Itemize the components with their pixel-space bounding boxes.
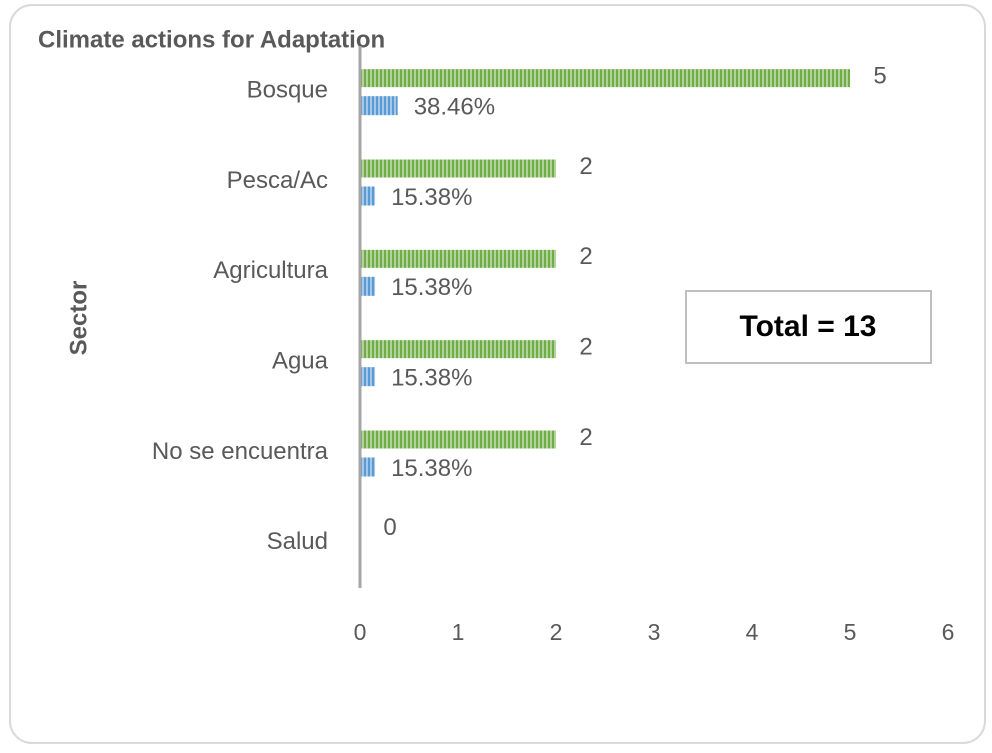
value-label: 15.38% [391,455,472,482]
value-label: 2 [579,334,592,361]
annotation-box [685,290,932,364]
value-label: 15.38% [391,365,472,392]
value-label: 15.38% [391,184,472,211]
x-tick-label: 5 [844,619,857,645]
bar [360,69,850,88]
bar [360,457,376,477]
bar [360,96,398,116]
bar [360,367,376,387]
value-label: 2 [579,153,592,180]
chart-border [9,4,986,744]
y-tick-label: No se encuentra [152,438,329,465]
bar [360,249,556,268]
x-tick-label: 4 [746,619,759,645]
x-tick-label: 0 [354,619,367,645]
y-tick-label: Agua [272,348,329,375]
y-axis-label: Sector [65,281,92,356]
bar [360,159,556,178]
y-tick-label: Salud [267,528,328,555]
y-tick-label: Pesca/Ac [227,167,328,194]
bar [360,430,556,449]
x-tick-label: 2 [550,619,563,645]
value-label: 5 [873,63,886,90]
bar [360,186,376,206]
x-tick-label: 1 [452,619,465,645]
value-label: 38.46% [414,94,495,121]
value-label: 2 [579,243,592,270]
chart-title: Climate actions for Adaptation [38,26,385,53]
value-label: 15.38% [391,274,472,301]
bar [360,276,376,296]
y-tick-label: Bosque [247,77,328,104]
x-tick-label: 6 [942,619,955,645]
value-label: 0 [383,514,396,541]
x-tick-label: 3 [648,619,661,645]
annotation: Total = 13 [740,310,877,343]
bar [360,340,556,359]
value-label: 2 [579,424,592,451]
y-tick-label: Agricultura [213,257,328,284]
